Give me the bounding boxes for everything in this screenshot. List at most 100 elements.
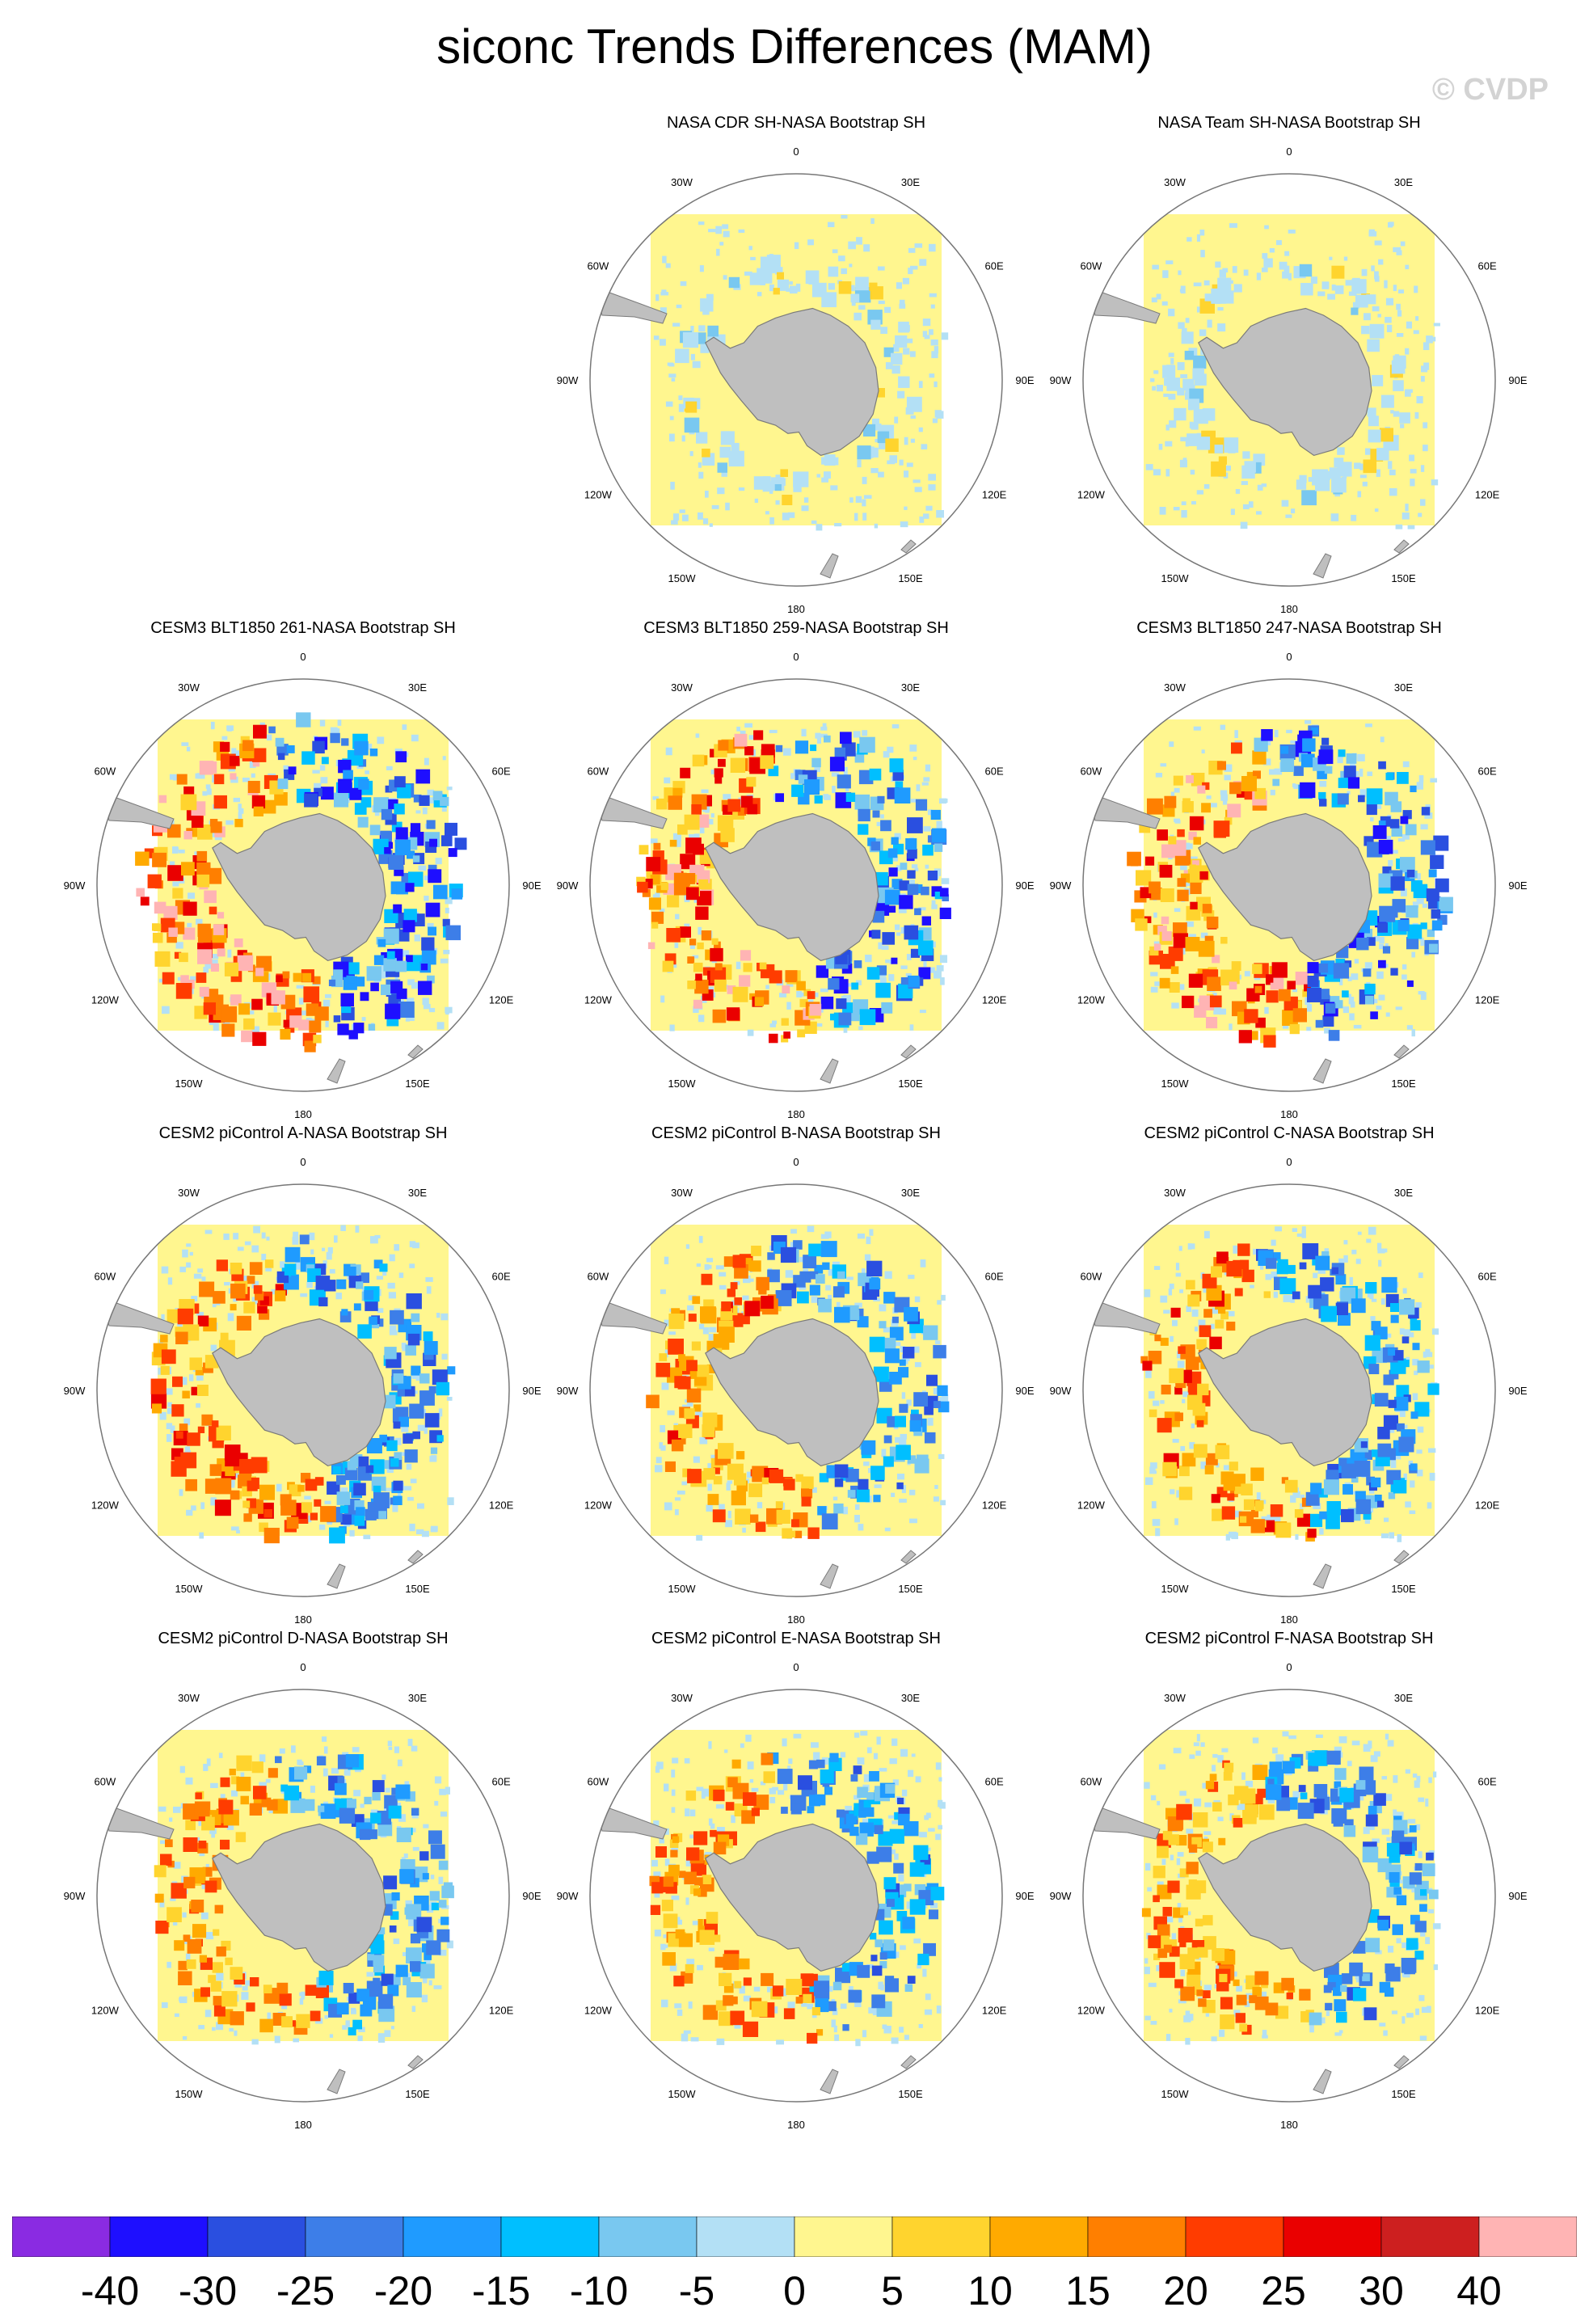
trend-cell	[788, 512, 795, 518]
trend-cell	[1389, 469, 1396, 476]
trend-cell	[820, 726, 828, 731]
trend-cell	[878, 942, 883, 950]
trend-cell	[187, 1432, 200, 1446]
trend-cell	[211, 1833, 215, 1838]
trend-cell	[897, 390, 905, 399]
antarctica-landmass	[212, 1318, 386, 1467]
trend-cell	[1367, 841, 1383, 858]
longitude-label: 60W	[1081, 766, 1102, 778]
trend-cell	[718, 2014, 729, 2024]
trend-cell	[1372, 1449, 1380, 1457]
trend-cell	[268, 726, 276, 734]
trend-cell	[1412, 1343, 1420, 1351]
trend-cell	[724, 1749, 728, 1753]
trend-cell	[1233, 1245, 1239, 1254]
trend-cell	[1202, 1990, 1211, 1998]
trend-cell	[365, 1465, 374, 1474]
trend-cell	[1169, 1946, 1180, 1957]
trend-cell	[255, 1291, 264, 1301]
antarctica-landmass	[212, 1823, 386, 1972]
trend-cell	[386, 766, 393, 770]
trend-cell	[919, 516, 925, 523]
trend-cell	[1148, 1351, 1162, 1364]
trend-cell	[1331, 1808, 1347, 1824]
trend-cell	[314, 1006, 329, 1021]
trend-cell	[682, 514, 689, 521]
trend-cell	[914, 1362, 921, 1368]
trend-cell	[424, 896, 429, 901]
trend-cell	[853, 1765, 862, 1774]
trend-cell	[236, 1777, 251, 1791]
trend-cell	[318, 1805, 325, 1812]
longitude-label: 30E	[1394, 176, 1413, 188]
trend-cell	[1335, 1778, 1341, 1783]
trend-cell	[204, 2010, 212, 2018]
trend-cell	[1145, 464, 1153, 470]
trend-cell	[868, 2007, 875, 2014]
trend-cell	[216, 1972, 224, 1981]
trend-cell	[685, 1858, 691, 1866]
trend-cell	[1187, 1294, 1200, 1307]
trend-cell	[373, 1492, 390, 1508]
trend-cell	[1339, 1787, 1354, 1803]
trend-cell	[881, 1449, 887, 1457]
trend-cell	[936, 820, 942, 829]
colorbar-segment	[891, 2216, 991, 2257]
trend-cell	[838, 255, 845, 262]
trend-cell	[195, 1367, 204, 1376]
trend-cell	[786, 1979, 803, 1995]
trend-cell	[155, 1921, 169, 1934]
trend-cell	[874, 1824, 883, 1834]
longitude-label: 0	[300, 1661, 306, 1673]
longitude-label: 120E	[1475, 489, 1500, 501]
trend-cell	[898, 1874, 904, 1882]
trend-cell	[697, 891, 712, 906]
trend-cell	[1191, 773, 1205, 787]
trend-cell	[1217, 1755, 1224, 1763]
trend-cell	[869, 1336, 885, 1352]
trend-cell	[382, 1272, 387, 1276]
trend-cell	[1402, 810, 1412, 820]
trend-cell	[922, 1968, 927, 1977]
trend-cell	[1403, 1473, 1407, 1482]
longitude-label: 90W	[1050, 1890, 1072, 1902]
trend-cell	[669, 1963, 677, 1972]
trend-cell	[1292, 1228, 1298, 1232]
trend-cell	[900, 1945, 906, 1951]
trend-cell	[908, 268, 913, 275]
trend-cell	[918, 967, 931, 980]
trend-cell	[1237, 1803, 1245, 1811]
trend-cell	[798, 774, 808, 784]
trend-cell	[698, 1235, 703, 1243]
trend-cell	[876, 1736, 881, 1745]
longitude-label: 0	[1286, 1156, 1292, 1168]
trend-cell	[1198, 1998, 1207, 2007]
trend-cell	[853, 731, 861, 738]
trend-cell	[1240, 521, 1248, 529]
trend-cell	[878, 1831, 893, 1846]
trend-cell	[374, 810, 380, 816]
trend-cell	[924, 2009, 933, 2015]
trend-cell	[820, 988, 828, 993]
trend-cell	[782, 512, 790, 521]
trend-cell	[721, 470, 727, 477]
trend-cell	[671, 377, 676, 382]
trend-cell	[385, 1003, 401, 1019]
longitude-label: 0	[300, 1156, 306, 1168]
trend-cell	[378, 2006, 395, 2022]
trend-cell	[669, 1839, 679, 1848]
trend-cell	[234, 819, 243, 828]
trend-cell	[942, 894, 949, 901]
trend-cell	[1174, 1412, 1183, 1422]
trend-cell	[412, 1431, 420, 1440]
longitude-label: 120W	[1077, 489, 1106, 501]
trend-cell	[159, 1899, 165, 1908]
trend-cell	[933, 1344, 946, 1359]
trend-cell	[409, 1403, 424, 1419]
trend-cell	[929, 243, 936, 252]
trend-cell	[334, 1782, 347, 1795]
tasmania-landmass	[407, 2055, 424, 2069]
trend-cell	[1300, 1792, 1308, 1799]
trend-cell	[734, 733, 748, 747]
trend-cell	[899, 459, 904, 466]
